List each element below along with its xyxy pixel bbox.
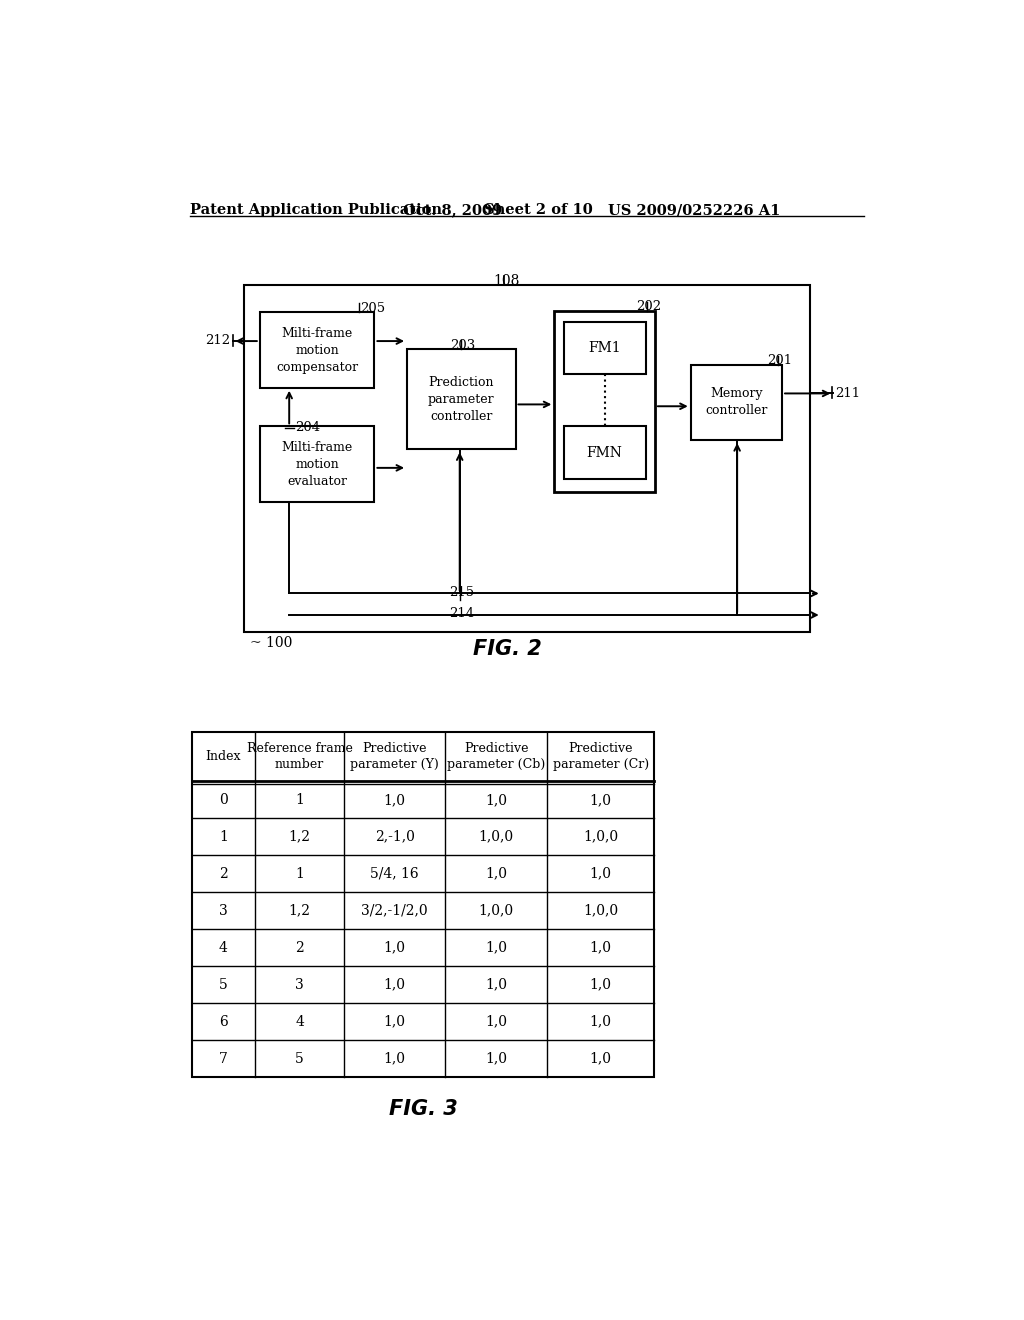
Text: 202: 202 <box>636 300 662 313</box>
Text: 1,0: 1,0 <box>485 867 507 880</box>
Text: 203: 203 <box>451 339 475 351</box>
Text: 5: 5 <box>295 1052 304 1065</box>
Text: ~ 100: ~ 100 <box>251 636 293 649</box>
Text: 2: 2 <box>295 941 304 954</box>
Text: 1: 1 <box>219 830 227 843</box>
Text: FM1: FM1 <box>589 341 621 355</box>
Bar <box>690 364 782 441</box>
Text: 1,0: 1,0 <box>485 1052 507 1065</box>
Text: Index: Index <box>206 750 241 763</box>
Text: 1,2: 1,2 <box>289 904 310 917</box>
Text: US 2009/0252226 A1: US 2009/0252226 A1 <box>608 203 781 216</box>
Text: Predictive
parameter (Cb): Predictive parameter (Cb) <box>447 742 545 771</box>
Text: 5/4, 16: 5/4, 16 <box>371 867 419 880</box>
Text: 204: 204 <box>295 421 321 434</box>
Text: Sheet 2 of 10: Sheet 2 of 10 <box>484 203 593 216</box>
Text: 1,0: 1,0 <box>590 978 611 991</box>
Text: 1,0: 1,0 <box>485 793 507 807</box>
Bar <box>260 313 375 388</box>
Text: 205: 205 <box>360 302 386 314</box>
Text: 1: 1 <box>295 867 304 880</box>
Text: Milti-frame
motion
evaluator: Milti-frame motion evaluator <box>282 441 352 487</box>
Bar <box>260 426 375 502</box>
Text: 1,0: 1,0 <box>485 978 507 991</box>
Text: 1,0: 1,0 <box>590 941 611 954</box>
Text: Predictive
parameter (Y): Predictive parameter (Y) <box>350 742 439 771</box>
Text: 2,-1,0: 2,-1,0 <box>375 830 415 843</box>
Text: 1,0,0: 1,0,0 <box>478 904 514 917</box>
Text: 1,0: 1,0 <box>384 1015 406 1028</box>
Text: 1,0: 1,0 <box>485 1015 507 1028</box>
Text: 1,0: 1,0 <box>384 793 406 807</box>
Text: FIG. 2: FIG. 2 <box>473 639 542 659</box>
Text: 1,2: 1,2 <box>289 830 310 843</box>
Text: 0: 0 <box>219 793 227 807</box>
Text: Memory
controller: Memory controller <box>706 388 768 417</box>
Text: Oct. 8, 2009: Oct. 8, 2009 <box>403 203 502 216</box>
Text: 1,0: 1,0 <box>384 1052 406 1065</box>
Text: 2: 2 <box>219 867 227 880</box>
Text: Reference frame
number: Reference frame number <box>247 742 352 771</box>
Text: 1: 1 <box>295 793 304 807</box>
Text: Predictive
parameter (Cr): Predictive parameter (Cr) <box>553 742 649 771</box>
Text: 3: 3 <box>295 978 304 991</box>
Text: Milti-frame
motion
compensator: Milti-frame motion compensator <box>276 326 358 374</box>
Text: 6: 6 <box>219 1015 227 1028</box>
Text: 1,0,0: 1,0,0 <box>584 830 618 843</box>
Text: 201: 201 <box>767 354 793 367</box>
Text: 215: 215 <box>449 586 474 599</box>
Text: FMN: FMN <box>587 446 623 459</box>
Text: 1,0: 1,0 <box>485 941 507 954</box>
Text: 5: 5 <box>219 978 227 991</box>
Bar <box>554 312 655 492</box>
Bar <box>245 285 810 632</box>
Bar <box>563 322 646 374</box>
Text: 1,0: 1,0 <box>384 941 406 954</box>
Text: Prediction
parameter
controller: Prediction parameter controller <box>428 376 495 422</box>
Text: 212: 212 <box>205 334 230 347</box>
Text: 3/2,-1/2,0: 3/2,-1/2,0 <box>361 904 428 917</box>
Text: Patent Application Publication: Patent Application Publication <box>190 203 442 216</box>
Text: 1,0: 1,0 <box>590 793 611 807</box>
Text: 1,0,0: 1,0,0 <box>478 830 514 843</box>
Text: FIG. 3: FIG. 3 <box>388 1100 458 1119</box>
Text: 1,0: 1,0 <box>590 867 611 880</box>
Text: 1,0: 1,0 <box>590 1015 611 1028</box>
Text: 214: 214 <box>449 607 474 620</box>
Text: 3: 3 <box>219 904 227 917</box>
Text: 1,0,0: 1,0,0 <box>584 904 618 917</box>
Text: 4: 4 <box>295 1015 304 1028</box>
Bar <box>407 350 515 449</box>
Text: 211: 211 <box>835 387 860 400</box>
Bar <box>191 733 654 1077</box>
Text: 108: 108 <box>493 275 519 288</box>
Text: 1,0: 1,0 <box>590 1052 611 1065</box>
Bar <box>563 426 646 479</box>
Text: 1,0: 1,0 <box>384 978 406 991</box>
Text: 4: 4 <box>219 941 227 954</box>
Text: 7: 7 <box>219 1052 227 1065</box>
